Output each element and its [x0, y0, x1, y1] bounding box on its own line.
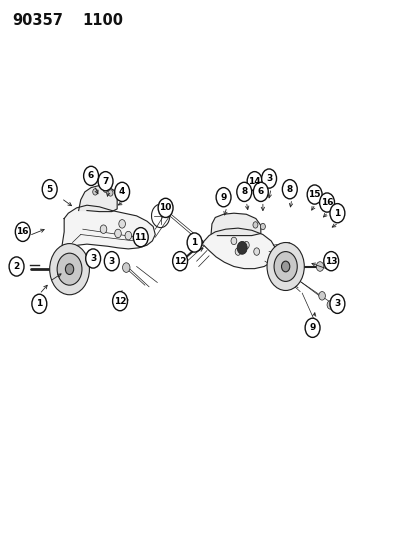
Text: 5: 5 — [46, 185, 53, 193]
Circle shape — [252, 222, 257, 228]
Circle shape — [133, 228, 148, 247]
Circle shape — [50, 244, 89, 295]
Circle shape — [122, 263, 130, 272]
Circle shape — [119, 220, 125, 228]
Text: 3: 3 — [108, 257, 115, 265]
Circle shape — [32, 294, 47, 313]
Circle shape — [329, 294, 344, 313]
Text: 10: 10 — [159, 204, 171, 212]
Circle shape — [9, 257, 24, 276]
Circle shape — [236, 182, 251, 201]
Circle shape — [273, 252, 297, 281]
Circle shape — [112, 292, 127, 311]
Text: 8: 8 — [240, 188, 247, 196]
Text: 2: 2 — [13, 262, 20, 271]
Text: 90357: 90357 — [12, 13, 63, 28]
Circle shape — [243, 241, 249, 249]
Circle shape — [158, 198, 173, 217]
Circle shape — [216, 188, 230, 207]
Circle shape — [319, 193, 334, 212]
Circle shape — [104, 252, 119, 271]
Circle shape — [108, 190, 113, 196]
Circle shape — [93, 189, 97, 195]
Circle shape — [114, 229, 121, 238]
Text: 13: 13 — [324, 257, 337, 265]
Circle shape — [100, 225, 107, 233]
Circle shape — [306, 185, 321, 204]
Circle shape — [187, 233, 202, 252]
Circle shape — [247, 172, 261, 191]
Polygon shape — [211, 213, 260, 236]
Text: 1: 1 — [36, 300, 43, 308]
Circle shape — [85, 249, 100, 268]
Text: 3: 3 — [90, 254, 96, 263]
Polygon shape — [202, 228, 275, 269]
Circle shape — [316, 262, 323, 271]
Circle shape — [304, 318, 319, 337]
Text: 3: 3 — [333, 300, 340, 308]
Circle shape — [103, 186, 108, 192]
Circle shape — [42, 180, 57, 199]
Text: 16: 16 — [320, 198, 332, 207]
Circle shape — [57, 253, 82, 285]
Circle shape — [261, 169, 276, 188]
Text: 3: 3 — [265, 174, 272, 183]
Circle shape — [65, 264, 74, 274]
Circle shape — [172, 252, 187, 271]
Circle shape — [318, 292, 325, 300]
Text: 4: 4 — [119, 188, 125, 196]
Circle shape — [266, 243, 304, 290]
Circle shape — [235, 248, 240, 255]
Circle shape — [260, 223, 265, 230]
Circle shape — [114, 182, 129, 201]
Text: 7: 7 — [102, 177, 109, 185]
Circle shape — [281, 261, 289, 272]
Polygon shape — [78, 185, 117, 212]
Text: 11: 11 — [134, 233, 147, 241]
Circle shape — [230, 237, 236, 245]
Text: 1: 1 — [333, 209, 340, 217]
Circle shape — [253, 182, 268, 201]
Text: 15: 15 — [308, 190, 320, 199]
Circle shape — [83, 166, 98, 185]
Text: 8: 8 — [286, 185, 292, 193]
Circle shape — [15, 222, 30, 241]
Circle shape — [326, 301, 333, 309]
Circle shape — [125, 231, 131, 240]
Text: 1100: 1100 — [83, 13, 123, 28]
Text: 6: 6 — [88, 172, 94, 180]
Circle shape — [253, 248, 259, 255]
Circle shape — [323, 252, 338, 271]
Polygon shape — [62, 205, 155, 259]
Circle shape — [98, 172, 113, 191]
Circle shape — [282, 180, 297, 199]
Text: 16: 16 — [17, 228, 29, 236]
Text: 9: 9 — [309, 324, 315, 332]
Circle shape — [237, 241, 247, 254]
Text: 1: 1 — [191, 238, 197, 247]
Text: 6: 6 — [257, 188, 263, 196]
Circle shape — [329, 204, 344, 223]
Text: 12: 12 — [173, 257, 186, 265]
Text: 9: 9 — [220, 193, 226, 201]
Text: 12: 12 — [114, 297, 126, 305]
Text: 14: 14 — [248, 177, 260, 185]
